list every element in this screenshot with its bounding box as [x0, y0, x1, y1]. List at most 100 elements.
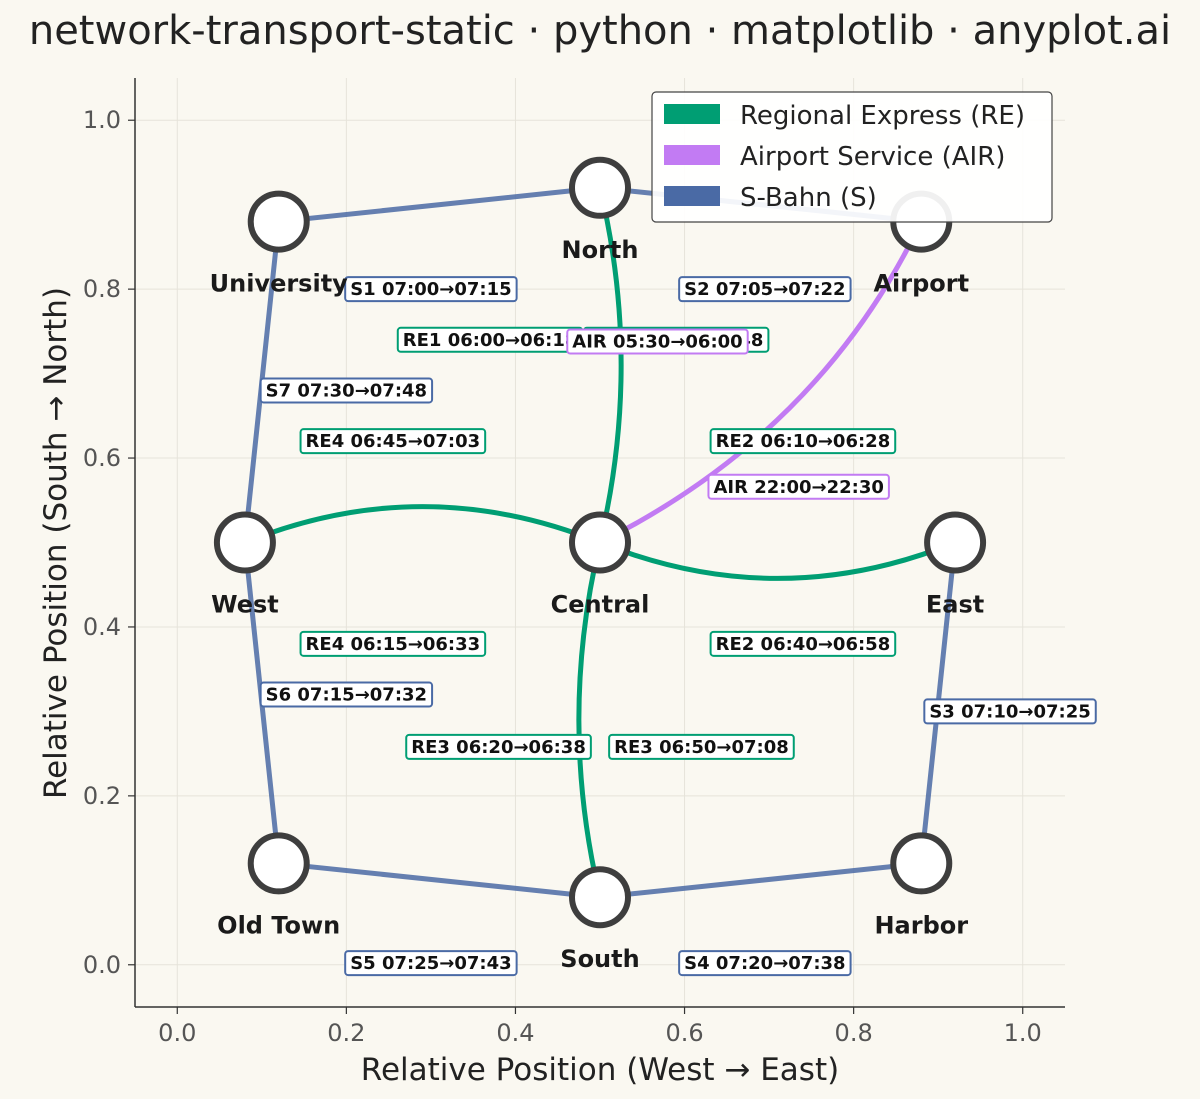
schedule-label-box: [299, 630, 487, 657]
schedule-label-s6-07-15-07-32: S6 07:15→07:32: [259, 681, 434, 708]
connection-s-south-harbor: [597, 860, 924, 900]
schedule-label-text: S3 07:10→07:25: [929, 701, 1090, 722]
legend-box: [651, 91, 1053, 223]
legend-item-re: Regional Express (RE): [664, 101, 1025, 131]
station-label: Central: [551, 591, 650, 619]
schedule-label-text: S5 07:25→07:43: [350, 953, 511, 974]
x-tick-label: 0.2: [327, 1019, 365, 1047]
station-central: Central: [551, 511, 650, 619]
station-label: University: [210, 270, 349, 298]
legend: Regional Express (RE) Airport Service (AI…: [651, 91, 1053, 223]
legend-swatch: [664, 186, 720, 206]
schedule-label-text: RE4 06:45→07:03: [306, 431, 481, 452]
schedule-label-box: [923, 698, 1097, 725]
schedule-label-air-22-00-22-30: AIR 22:00→22:30: [707, 473, 890, 500]
station-east: East: [924, 511, 987, 619]
schedule-label-s7-07-30-07-48: S7 07:30→07:48: [259, 377, 434, 404]
schedule-label-box: [709, 630, 897, 657]
schedule-label-text: AIR 05:30→06:00: [572, 331, 742, 352]
legend-label: S-Bahn (S): [740, 183, 877, 213]
x-tick-label: 0.8: [835, 1019, 873, 1047]
legend-label: Regional Express (RE): [740, 101, 1025, 131]
schedule-label-text: AIR 22:00→22:30: [713, 477, 883, 498]
legend-swatch: [664, 145, 720, 165]
y-tick-label: 1.0: [83, 106, 121, 134]
connection-re-central-north: [597, 185, 624, 545]
schedule-label-box: [707, 473, 890, 500]
legend-label: Airport Service (AIR): [740, 142, 1005, 172]
chart-title: network-transport-static · python · matp…: [29, 8, 1171, 54]
schedule-label-text: S4 07:20→07:38: [684, 953, 845, 974]
station-west: West: [211, 511, 279, 619]
legend-swatch: [664, 104, 720, 124]
schedule-label-box: [299, 428, 487, 455]
schedule-label-re2-06-40-06-58: RE2 06:40→06:58: [709, 630, 897, 657]
y-axis-label: Relative Position (South → North): [38, 287, 74, 799]
schedule-label-box: [259, 681, 434, 708]
station-label: Harbor: [874, 911, 968, 939]
station-node: [247, 190, 310, 253]
connection-s-oldtown-south: [276, 860, 603, 900]
schedule-label-text: RE2 06:10→06:28: [716, 431, 891, 452]
stations: North University Airport West Central East Old…: [210, 156, 987, 973]
station-node: [213, 511, 276, 574]
schedule-label-text: S6 07:15→07:32: [266, 685, 427, 706]
schedule-label-box: [259, 377, 434, 404]
connection-re-central-south: [576, 540, 603, 900]
schedule-label-re2-06-10-06-28: RE2 06:10→06:28: [709, 428, 897, 455]
schedule-label-text: RE4 06:15→06:33: [306, 634, 481, 655]
connections: [242, 185, 958, 900]
schedule-label-box: [709, 428, 897, 455]
schedule-label-text: RE2 06:40→06:58: [716, 634, 891, 655]
station-node: [247, 832, 310, 895]
y-tick-label: 0.8: [83, 275, 121, 303]
connection-re-central-east: [597, 540, 958, 581]
schedule-label-text: RE3 06:50→07:08: [614, 737, 789, 758]
schedule-label-box: [405, 733, 592, 760]
station-node: [569, 866, 631, 929]
station-node: [890, 832, 953, 895]
station-label: South: [560, 945, 639, 973]
x-tick-label: 0.0: [158, 1019, 196, 1047]
schedule-label-re3-06-50-07-08: RE3 06:50→07:08: [608, 733, 795, 760]
schedule-labels: S1 07:00→07:15 S2 07:05→07:22 RE1 06:00→06…: [259, 276, 1097, 977]
station-oldtown: Old Town: [217, 832, 340, 939]
y-tick-label: 0.6: [83, 444, 121, 472]
station-node: [569, 156, 631, 219]
connection-air-central-airport: [597, 219, 924, 545]
schedule-label-re4-06-15-06-33: RE4 06:15→06:33: [299, 630, 487, 657]
x-tick-label: 0.4: [496, 1019, 534, 1047]
station-label: West: [211, 591, 279, 619]
schedule-label-text: S2 07:05→07:22: [684, 279, 845, 300]
station-harbor: Harbor: [874, 832, 968, 939]
schedule-label-s3-07-10-07-25: S3 07:10→07:25: [923, 698, 1097, 725]
station-label: Old Town: [217, 911, 340, 939]
schedule-label-re4-06-45-07-03: RE4 06:45→07:03: [299, 428, 487, 455]
schedule-label-box: [608, 733, 795, 760]
schedule-label-air-05-30-06-00: AIR 05:30→06:00: [566, 328, 749, 355]
schedule-label-text: S7 07:30→07:48: [266, 380, 427, 401]
x-tick-label: 0.6: [665, 1019, 703, 1047]
legend-item-s: S-Bahn (S): [664, 183, 877, 213]
station-label: North: [562, 236, 639, 264]
schedule-label-re3-06-20-06-38: RE3 06:20→06:38: [405, 733, 592, 760]
schedule-label-text: S1 07:00→07:15: [350, 279, 511, 300]
schedule-label-s5-07-25-07-43: S5 07:25→07:43: [344, 950, 518, 977]
schedule-label-box: [566, 328, 749, 355]
legend-item-air: Airport Service (AIR): [664, 142, 1005, 172]
station-label: East: [926, 591, 984, 619]
axes: 0.0 0.2 0.4 0.6 0.8 1.0 0.0 0.2 0.4 0.6 0.8 1.0: [83, 78, 1065, 1047]
y-tick-label: 0.2: [83, 782, 121, 810]
schedule-label-text: RE3 06:20→06:38: [411, 737, 586, 758]
schedule-label-box: [344, 276, 518, 303]
connection-s-university-north: [276, 185, 603, 225]
schedule-label-s1-07-00-07-15: S1 07:00→07:15: [344, 276, 518, 303]
station-node: [924, 511, 987, 574]
station-south: South: [560, 866, 640, 973]
schedule-label-box: [678, 276, 852, 303]
schedule-label-s2-07-05-07-22: S2 07:05→07:22: [678, 276, 852, 303]
schedule-label-box: [678, 950, 852, 977]
y-tick-label: 0.0: [83, 951, 121, 979]
x-axis-label: Relative Position (West → East): [361, 1052, 839, 1088]
